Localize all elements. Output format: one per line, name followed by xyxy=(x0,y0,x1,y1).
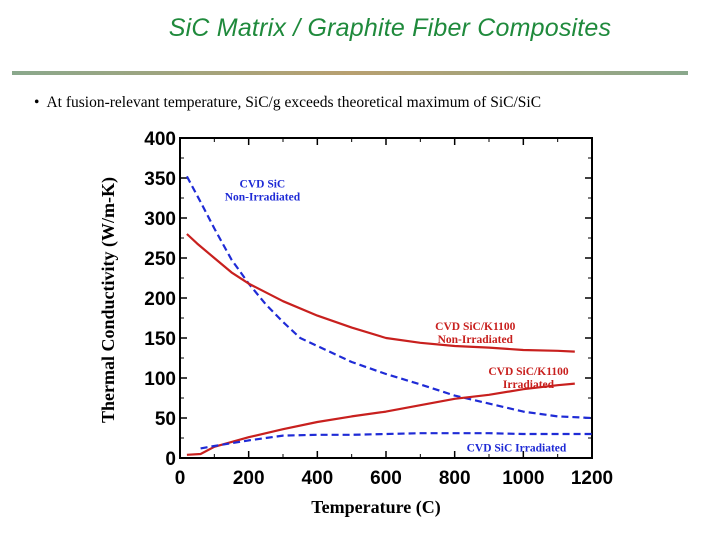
y-axis-label: Thermal Conductivity (W/m-K) xyxy=(98,177,119,423)
annotation-label: CVD SiC/K1100 xyxy=(488,366,568,378)
series-line-cvd-sic-k1100-irradiated xyxy=(186,382,575,456)
y-tick-label: 50 xyxy=(155,409,176,430)
series-line-cvd-sic-irradiated xyxy=(200,432,592,450)
series-line-cvd-sic-non-irradiated xyxy=(185,175,593,420)
x-tick-label: 1000 xyxy=(502,468,544,489)
y-tick-label: 400 xyxy=(144,129,176,150)
annotation-label: CVD SiC/K1100 xyxy=(435,321,515,333)
title-divider xyxy=(12,71,688,75)
x-tick-label: 200 xyxy=(233,468,265,489)
annotation-label: Non-Irradiated xyxy=(225,192,301,204)
x-tick-label: 600 xyxy=(370,468,402,489)
y-tick-label: 350 xyxy=(144,169,176,190)
x-tick-label: 1200 xyxy=(571,468,613,489)
slide-title: SiC Matrix / Graphite Fiber Composites xyxy=(168,14,612,42)
y-tick-label: 300 xyxy=(144,209,176,230)
x-tick-label: 0 xyxy=(175,468,186,489)
x-axis-label: Temperature (C) xyxy=(311,497,440,518)
bullet-marker: • xyxy=(34,94,40,111)
y-tick-label: 250 xyxy=(144,249,176,270)
y-tick-label: 0 xyxy=(165,449,176,470)
annotation-label: CVD SiC xyxy=(240,179,286,191)
bullet-text: At fusion-relevant temperature, SiC/g ex… xyxy=(46,94,542,111)
annotation-label: Irradiated xyxy=(503,379,555,391)
bullet-point: • At fusion-relevant temperature, SiC/g e… xyxy=(34,94,541,112)
y-tick-label: 150 xyxy=(144,329,176,350)
annotation-label: Non-Irradiated xyxy=(438,334,514,346)
annotation-label: CVD SiC Irradiated xyxy=(467,443,567,455)
y-tick-label: 200 xyxy=(144,289,176,310)
series-line-cvd-sic-k1100-non-irradiated xyxy=(186,233,575,353)
y-tick-label: 100 xyxy=(144,369,176,390)
x-tick-label: 400 xyxy=(301,468,333,489)
x-tick-label: 800 xyxy=(439,468,471,489)
